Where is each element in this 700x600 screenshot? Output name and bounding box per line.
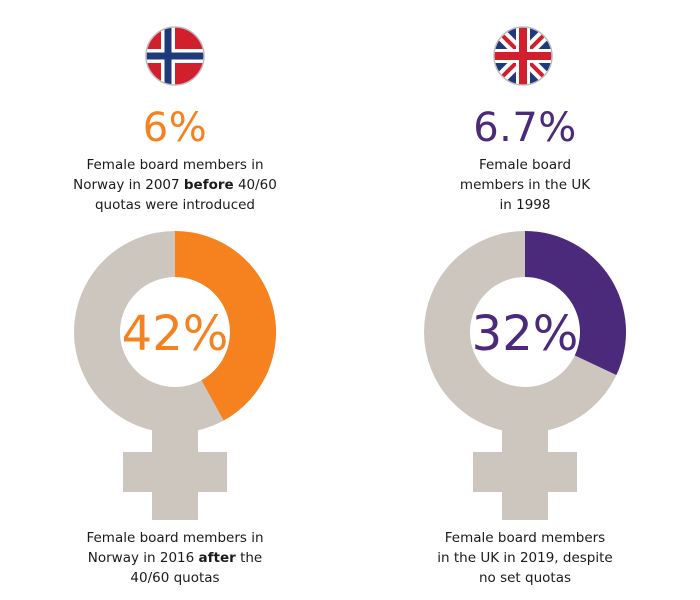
caption-line: in 1998	[499, 197, 551, 213]
caption-line: Norway in 2007 before 40/60	[73, 177, 277, 193]
caption-line: Female board members in	[86, 157, 264, 173]
caption-emphasis: after	[198, 550, 236, 566]
caption-line: no set quotas	[478, 570, 571, 586]
uk-venus-donut: 32%	[424, 231, 626, 520]
norway-venus-donut: 42%	[74, 231, 276, 520]
caption-line: 40/60 quotas	[130, 570, 220, 586]
uk-1998-stat: 6.7%	[473, 105, 577, 151]
norway-panel: 6% Female board members in Norway in 200…	[0, 26, 350, 588]
uk-1998-caption: Female board members in the UK in 1998	[350, 155, 700, 215]
norway-flag-icon	[145, 26, 205, 86]
caption-line: members in the UK	[459, 177, 591, 193]
donut-slice-highlight	[525, 231, 626, 376]
donut-center-value: 42%	[122, 306, 229, 362]
caption-line: Female board members in	[86, 530, 264, 546]
venus-crossbar	[473, 452, 577, 492]
norway-2007-stat: 6%	[142, 105, 208, 151]
uk-2019-caption: Female board members in the UK in 2019, …	[350, 528, 700, 588]
venus-crossbar	[123, 452, 227, 492]
norway-2016-caption: Female board members in Norway in 2016 a…	[0, 528, 350, 588]
caption-line: Female board members	[444, 530, 606, 546]
caption-line: Norway in 2016 after the	[87, 550, 263, 566]
norway-2007-caption: Female board members in Norway in 2007 b…	[0, 155, 350, 215]
uk-flag-icon	[493, 26, 553, 86]
caption-line: quotas were introduced	[94, 197, 255, 213]
uk-panel: 6.7% Female board members in the UK in 1…	[350, 0, 700, 600]
donut-center-value: 32%	[472, 306, 579, 362]
caption-emphasis: before	[183, 177, 234, 193]
caption-line: Female board	[478, 157, 572, 173]
donut-slice-highlight	[175, 231, 276, 421]
caption-line: in the UK in 2019, despite	[437, 550, 613, 566]
